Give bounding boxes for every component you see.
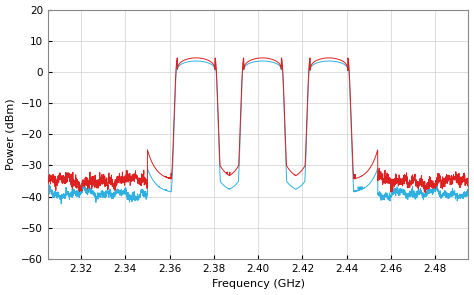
X-axis label: Frequency (GHz): Frequency (GHz): [212, 279, 305, 289]
Y-axis label: Power (dBm): Power (dBm): [6, 99, 16, 170]
